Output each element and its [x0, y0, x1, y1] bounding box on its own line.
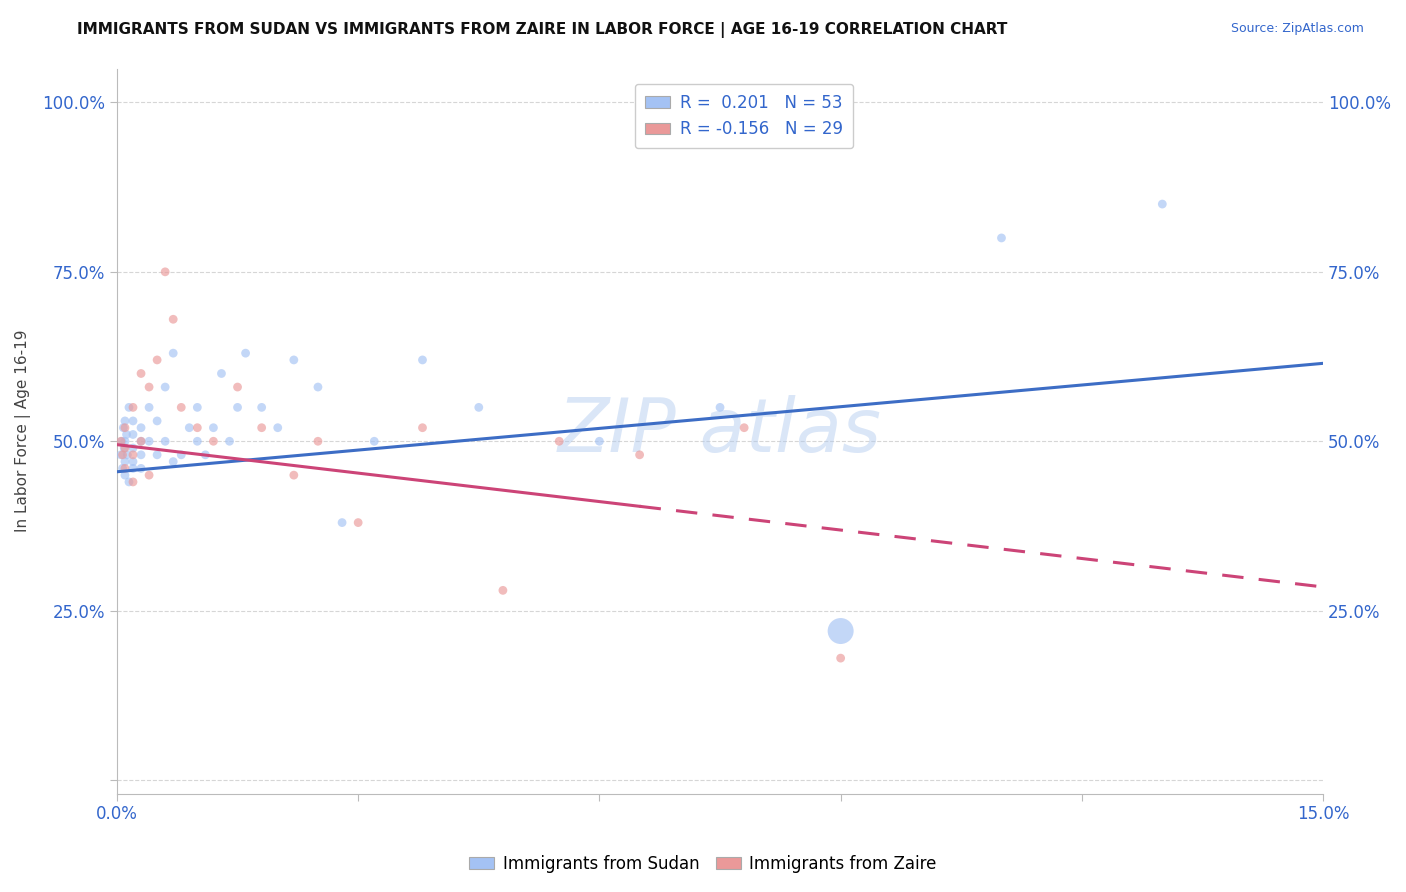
- Point: [122, 454, 145, 468]
- Point: [114, 441, 136, 455]
- Point: [194, 448, 217, 462]
- Point: [129, 367, 152, 381]
- Point: [110, 448, 132, 462]
- Point: [267, 420, 290, 434]
- Point: [129, 434, 152, 449]
- Point: [129, 434, 152, 449]
- Point: [112, 420, 135, 434]
- Point: [122, 475, 145, 489]
- Point: [114, 414, 136, 428]
- Point: [830, 624, 852, 638]
- Point: [363, 434, 385, 449]
- Point: [307, 434, 329, 449]
- Point: [114, 434, 136, 449]
- Point: [146, 414, 169, 428]
- Point: [138, 468, 160, 483]
- Text: Source: ZipAtlas.com: Source: ZipAtlas.com: [1230, 22, 1364, 36]
- Point: [146, 353, 169, 368]
- Point: [588, 434, 610, 449]
- Point: [153, 265, 176, 279]
- Point: [202, 420, 225, 434]
- Point: [170, 401, 193, 415]
- Point: [122, 427, 145, 442]
- Point: [709, 401, 731, 415]
- Point: [129, 461, 152, 475]
- Point: [468, 401, 491, 415]
- Point: [138, 401, 160, 415]
- Point: [111, 448, 134, 462]
- Point: [830, 651, 852, 665]
- Point: [283, 353, 305, 368]
- Legend: Immigrants from Sudan, Immigrants from Zaire: Immigrants from Sudan, Immigrants from Z…: [463, 848, 943, 880]
- Point: [226, 401, 249, 415]
- Point: [162, 454, 184, 468]
- Point: [111, 434, 134, 449]
- Point: [162, 312, 184, 326]
- Point: [114, 454, 136, 468]
- Point: [330, 516, 353, 530]
- Point: [186, 401, 208, 415]
- Point: [138, 434, 160, 449]
- Point: [118, 475, 141, 489]
- Point: [186, 420, 208, 434]
- Point: [411, 420, 433, 434]
- Point: [138, 380, 160, 394]
- Point: [115, 427, 138, 442]
- Point: [211, 367, 233, 381]
- Point: [235, 346, 257, 360]
- Point: [411, 353, 433, 368]
- Point: [114, 420, 136, 434]
- Point: [1152, 197, 1174, 211]
- Text: IMMIGRANTS FROM SUDAN VS IMMIGRANTS FROM ZAIRE IN LABOR FORCE | AGE 16-19 CORREL: IMMIGRANTS FROM SUDAN VS IMMIGRANTS FROM…: [77, 22, 1008, 38]
- Point: [218, 434, 240, 449]
- Point: [114, 461, 136, 475]
- Point: [733, 420, 755, 434]
- Point: [129, 420, 152, 434]
- Point: [114, 468, 136, 483]
- Point: [186, 434, 208, 449]
- Point: [110, 434, 132, 449]
- Point: [179, 420, 201, 434]
- Point: [250, 420, 273, 434]
- Point: [202, 434, 225, 449]
- Point: [122, 461, 145, 475]
- Point: [628, 448, 651, 462]
- Point: [990, 231, 1012, 245]
- Point: [122, 441, 145, 455]
- Point: [250, 401, 273, 415]
- Point: [129, 448, 152, 462]
- Point: [122, 414, 145, 428]
- Point: [548, 434, 571, 449]
- Point: [153, 434, 176, 449]
- Point: [226, 380, 249, 394]
- Point: [146, 448, 169, 462]
- Text: ZIP atlas: ZIP atlas: [558, 395, 882, 467]
- Point: [117, 448, 139, 462]
- Y-axis label: In Labor Force | Age 16-19: In Labor Force | Age 16-19: [15, 330, 31, 533]
- Point: [118, 401, 141, 415]
- Point: [153, 380, 176, 394]
- Point: [122, 401, 145, 415]
- Point: [347, 516, 370, 530]
- Point: [170, 448, 193, 462]
- Point: [283, 468, 305, 483]
- Point: [492, 583, 515, 598]
- Point: [122, 448, 145, 462]
- Point: [112, 441, 135, 455]
- Point: [111, 461, 134, 475]
- Point: [307, 380, 329, 394]
- Point: [162, 346, 184, 360]
- Legend: R =  0.201   N = 53, R = -0.156   N = 29: R = 0.201 N = 53, R = -0.156 N = 29: [636, 84, 853, 148]
